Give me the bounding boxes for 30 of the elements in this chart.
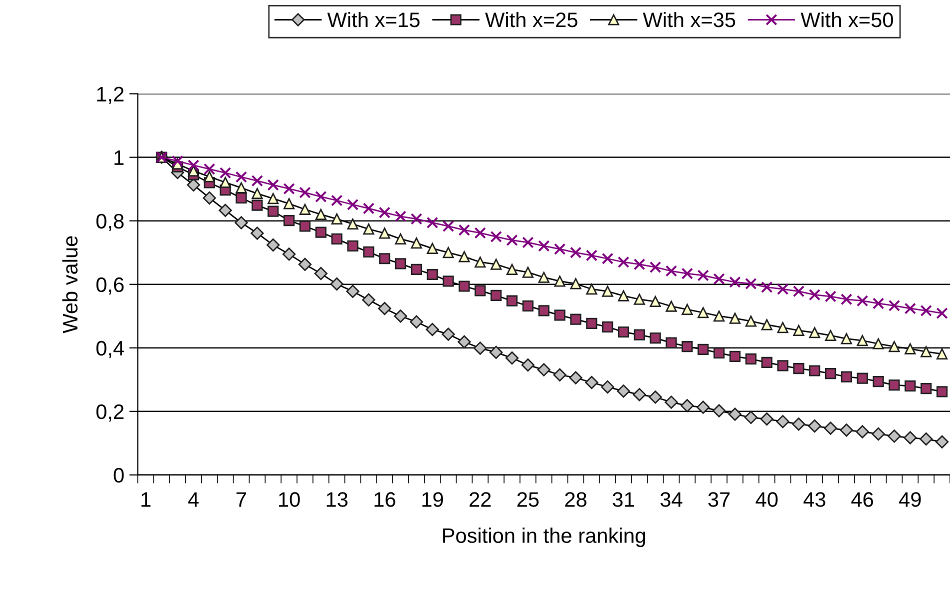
- x-tick-label: 22: [470, 492, 491, 507]
- x-tick-label: 49: [899, 492, 921, 507]
- legend-label: With x=50: [800, 12, 894, 28]
- x-tick-label: 28: [565, 492, 586, 507]
- x-tick-label: 31: [612, 492, 634, 507]
- x-tick-label: 46: [851, 492, 874, 507]
- x-tick-label: 4: [188, 492, 199, 507]
- x-tick-label: 1: [142, 492, 150, 507]
- y-tick-label: 0,4: [96, 340, 124, 358]
- legend-label: With x=35: [642, 12, 736, 28]
- legend-label: With x=25: [485, 12, 578, 28]
- x-tick-label: 13: [326, 492, 348, 507]
- x-tick-label: 19: [422, 492, 443, 507]
- y-tick-label: 0,2: [96, 404, 124, 422]
- y-tick-label: 0,8: [96, 214, 124, 232]
- x-tick-label: 25: [517, 492, 539, 507]
- y-tick-label: 1: [114, 150, 124, 165]
- x-tick-label: 7: [236, 492, 246, 507]
- y-tick-label: 0,6: [96, 277, 124, 295]
- x-tick-label: 34: [660, 492, 682, 507]
- x-tick-label: 43: [804, 492, 826, 507]
- y-tick-label: 1,2: [97, 86, 124, 104]
- x-tick-label: 16: [374, 492, 396, 507]
- x-tick-label: 10: [279, 492, 300, 507]
- x-tick-label: 37: [708, 492, 730, 507]
- legend-label: With x=15: [327, 12, 420, 28]
- y-axis-title: Web value: [62, 236, 78, 334]
- y-tick-label: 0: [114, 468, 124, 483]
- x-tick-label: 40: [756, 492, 778, 507]
- x-axis-title: Position in the ranking: [443, 528, 646, 548]
